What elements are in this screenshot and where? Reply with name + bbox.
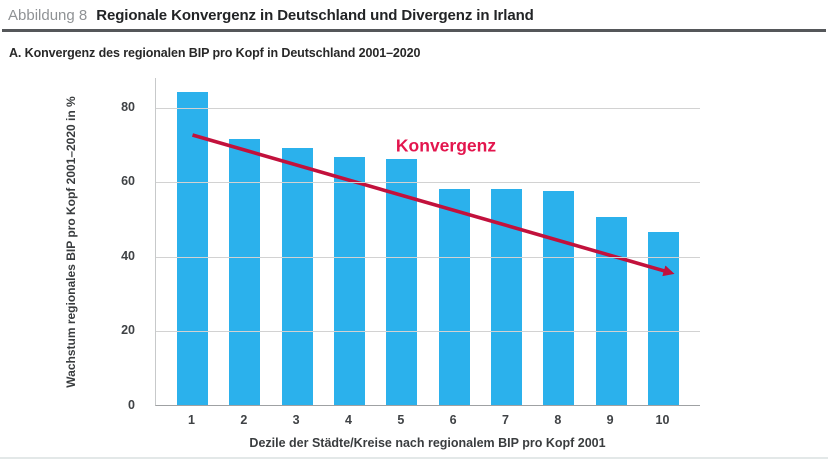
bar-decile-4 <box>333 157 365 405</box>
x-tick-label: 9 <box>606 413 614 427</box>
panel-a-title: A. Konvergenz des regionalen BIP pro Kop… <box>9 46 421 60</box>
figure-title: Regionale Konvergenz in Deutschland und … <box>96 7 534 24</box>
gridline-20 <box>156 331 700 333</box>
x-tick-label: 4 <box>345 413 352 427</box>
gridline-80 <box>156 107 700 109</box>
x-tick-label: 6 <box>449 413 457 427</box>
x-tick-label: 1 <box>188 413 195 427</box>
x-tick-label: 10 <box>655 413 670 427</box>
y-axis-title: Wachstum regionales BIP pro Kopf 2001–20… <box>64 96 78 388</box>
figure-header: Abbildung 8 Regionale Konvergenz in Deut… <box>8 7 534 24</box>
y-tick-label: 80 <box>121 99 135 114</box>
bar-decile-6 <box>438 188 470 405</box>
bar-decile-3 <box>281 147 313 405</box>
figure-number-label: Abbildung 8 <box>8 7 88 24</box>
gridline-40 <box>156 256 700 258</box>
y-tick-label: 20 <box>121 323 135 338</box>
bar-decile-9 <box>595 216 627 405</box>
bar-decile-8 <box>543 190 575 405</box>
bar-decile-5 <box>386 159 418 405</box>
convergence-annotation: Konvergenz <box>395 135 497 156</box>
x-tick-label: 2 <box>240 413 248 427</box>
title-divider <box>2 29 826 32</box>
x-tick-label: 8 <box>554 413 562 427</box>
page-bottom-divider <box>0 457 828 459</box>
y-tick-label: 0 <box>128 398 135 412</box>
x-tick-label: 7 <box>501 413 509 427</box>
bar-decile-1 <box>177 91 208 405</box>
bar-decile-2 <box>229 138 261 405</box>
x-axis-title: Dezile der Städte/Kreise nach regionalem… <box>249 436 606 450</box>
x-tick-label: 3 <box>292 413 300 427</box>
bar-chart-plot-area: Konvergenz <box>155 78 700 406</box>
gridline-60 <box>156 182 700 184</box>
x-tick-label: 5 <box>397 413 405 427</box>
y-tick-label: 60 <box>121 174 135 189</box>
y-tick-label: 40 <box>121 248 135 263</box>
bar-decile-7 <box>490 188 522 405</box>
